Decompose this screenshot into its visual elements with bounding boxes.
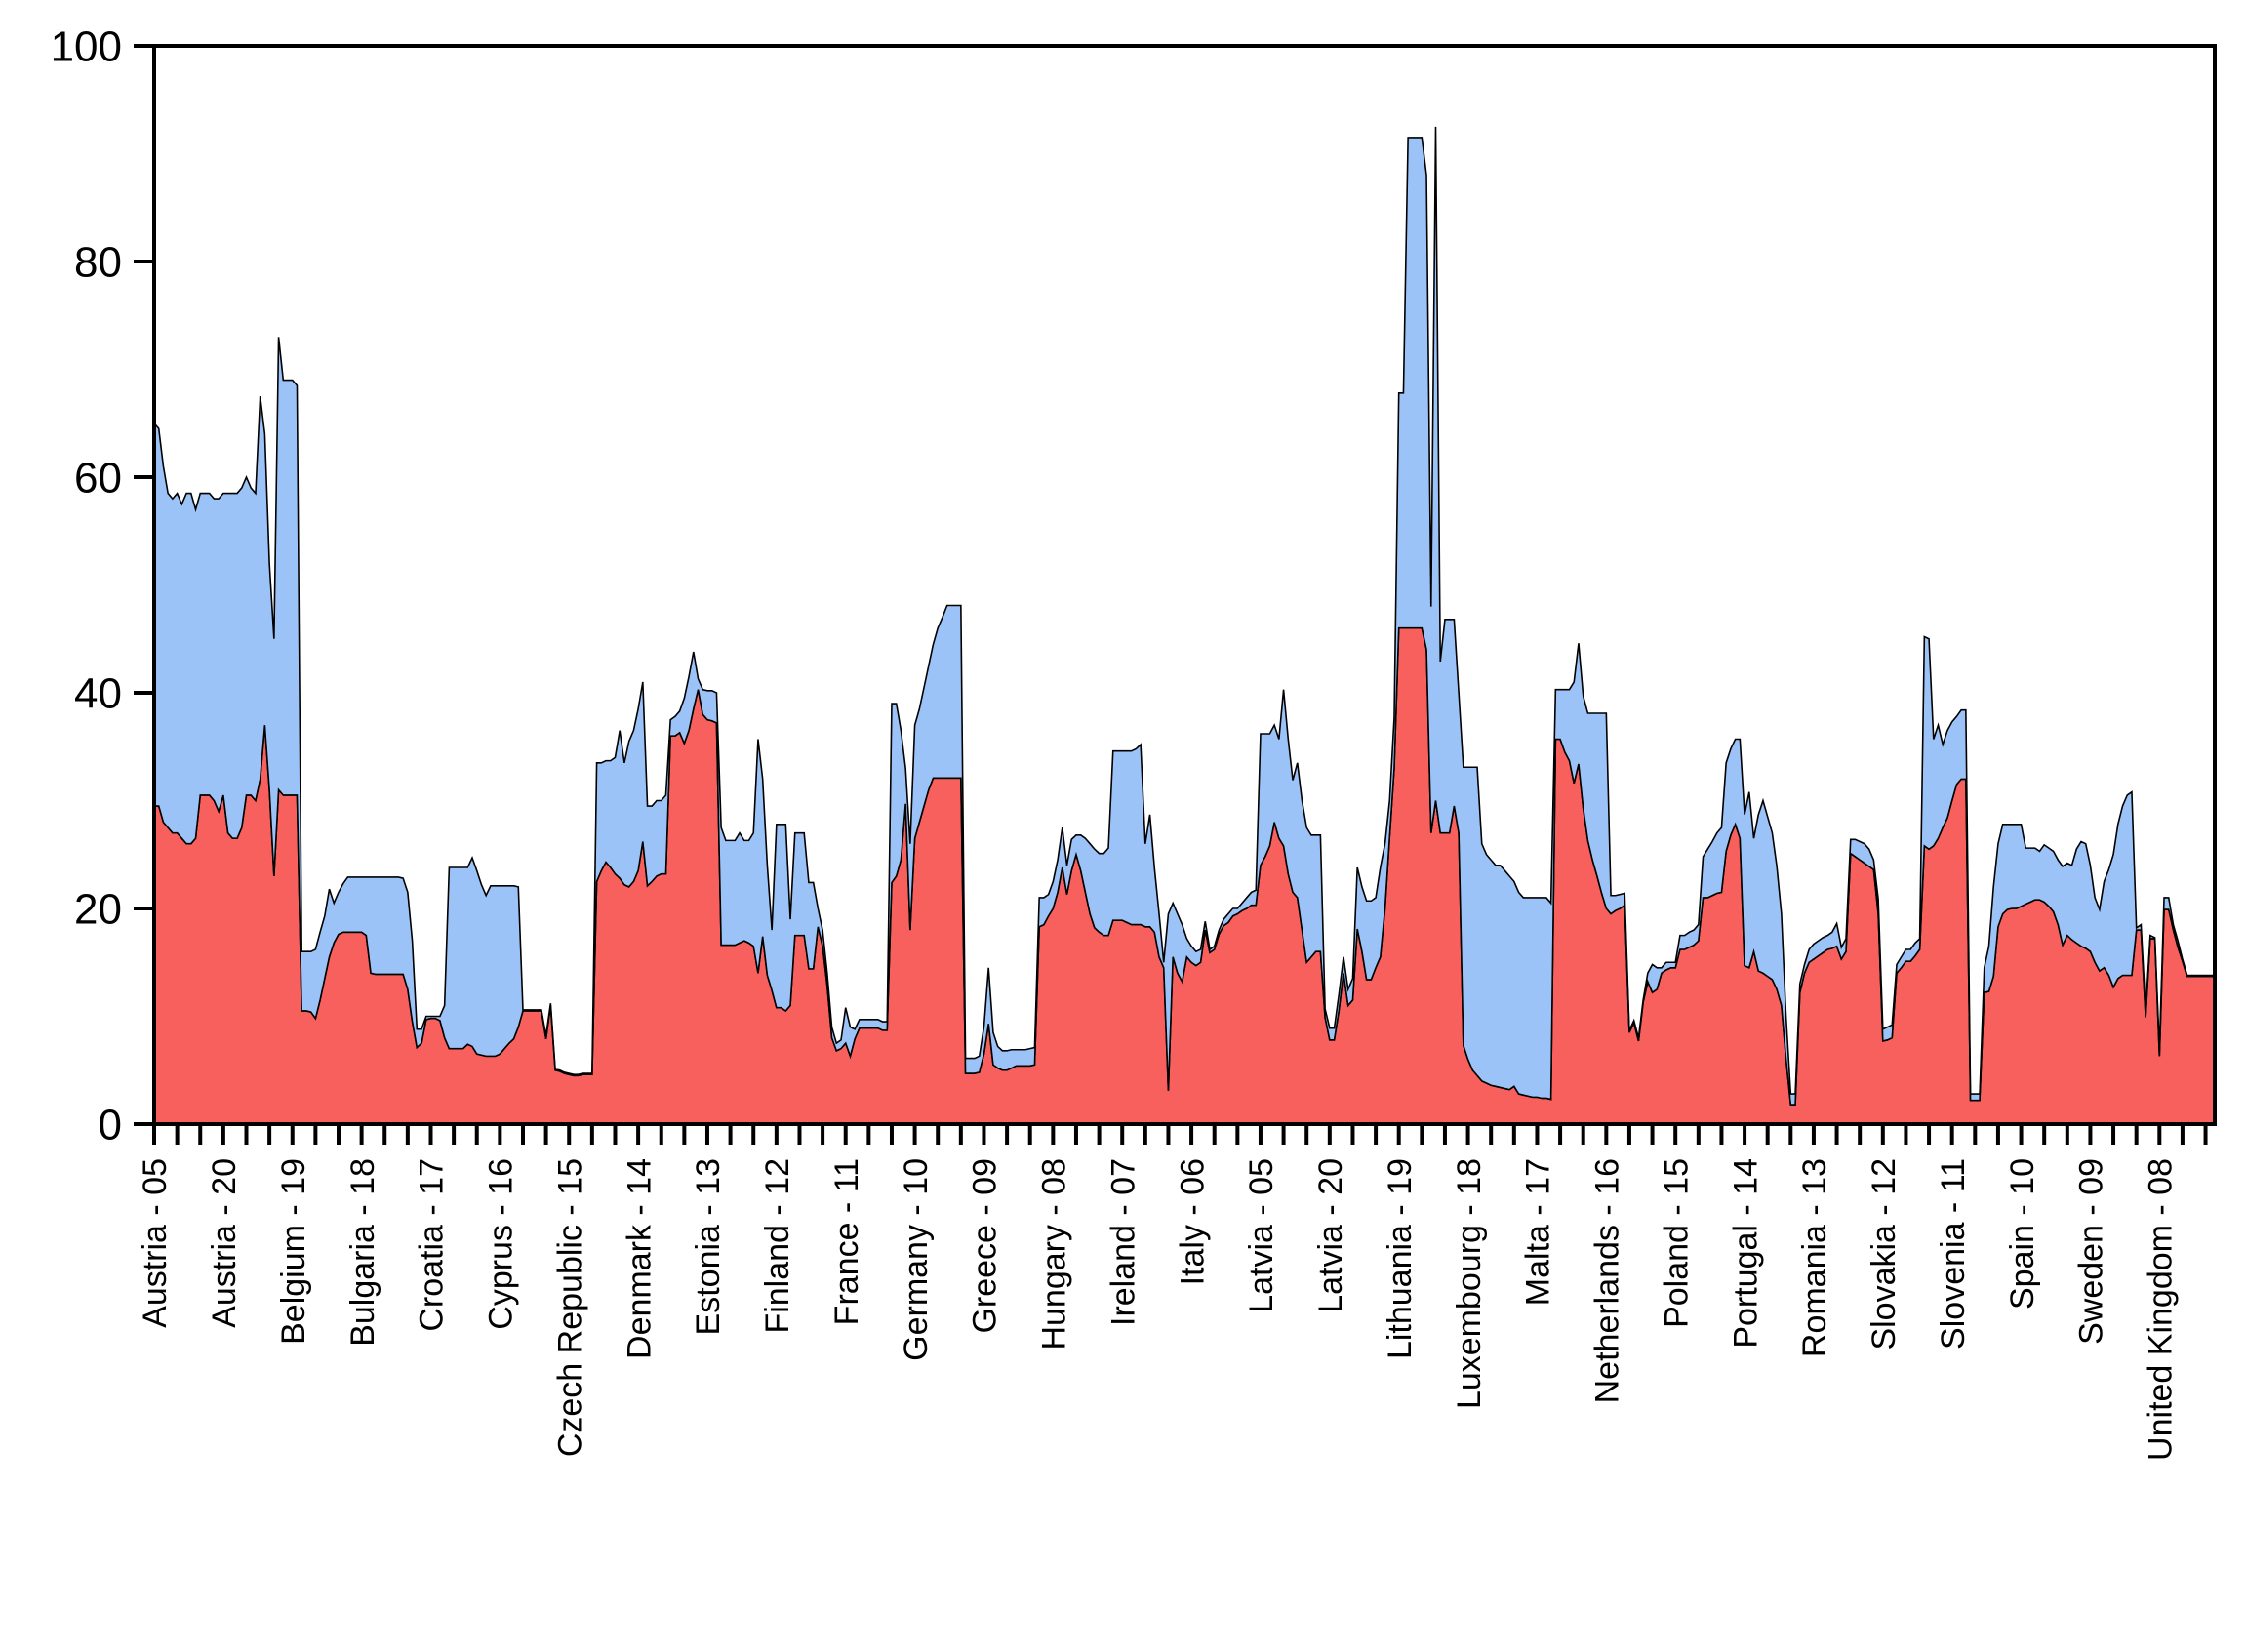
x-tick-label: Malta - 17 [1520,1158,1557,1306]
x-tick-label: Netherlands - 16 [1589,1158,1626,1403]
y-tick-label: 40 [74,669,122,717]
y-tick-label: 20 [74,885,122,933]
x-tick-label: Croatia - 17 [414,1158,451,1332]
x-tick-label: Bulgaria - 18 [344,1158,381,1347]
x-tick-label: Lithuania - 19 [1382,1158,1419,1359]
y-tick-label: 100 [51,22,122,70]
x-tick-label: Denmark - 14 [621,1158,658,1359]
blue-area-series [153,126,2216,1106]
x-tick-label: Slovakia - 12 [1865,1158,1903,1350]
x-tick-label: Spain - 10 [2004,1158,2041,1310]
x-tick-label: Austria - 05 [137,1158,174,1328]
x-tick-label: Greece - 09 [967,1158,1004,1334]
x-tick-label: Slovenia - 11 [1935,1158,1972,1350]
x-tick-label: Sweden - 09 [2073,1158,2110,1345]
y-tick-label: 60 [74,454,122,502]
x-tick-label: Luxembourg - 18 [1451,1158,1488,1409]
x-tick-label: Poland - 15 [1658,1158,1695,1328]
x-tick-label: Italy - 06 [1174,1158,1211,1285]
x-tick-label: Latvia - 05 [1243,1158,1280,1313]
x-tick-label: Romania - 13 [1796,1158,1833,1357]
x-tick-label: Germany - 10 [898,1158,935,1361]
y-tick-label: 0 [99,1101,122,1148]
x-tick-label: United Kingdom - 08 [2143,1158,2180,1461]
x-tick-label: Austria - 20 [206,1158,243,1328]
x-tick-label: Estonia - 13 [690,1158,727,1335]
x-tick-label: Czech Republic - 15 [551,1158,588,1457]
x-tick-label: France - 11 [828,1158,865,1325]
y-tick-label: 80 [74,238,122,286]
x-tick-label: Cyprus - 16 [483,1158,520,1330]
x-tick-label: Latvia - 20 [1312,1158,1349,1313]
x-tick-label: Finland - 12 [759,1158,796,1334]
x-tick-label: Hungary - 08 [1036,1158,1073,1350]
x-tick-label: Ireland - 07 [1104,1158,1142,1326]
x-tick-label: Belgium - 19 [275,1158,312,1345]
plot-frame [152,44,2217,1126]
x-tick-label: Portugal - 14 [1727,1158,1764,1349]
